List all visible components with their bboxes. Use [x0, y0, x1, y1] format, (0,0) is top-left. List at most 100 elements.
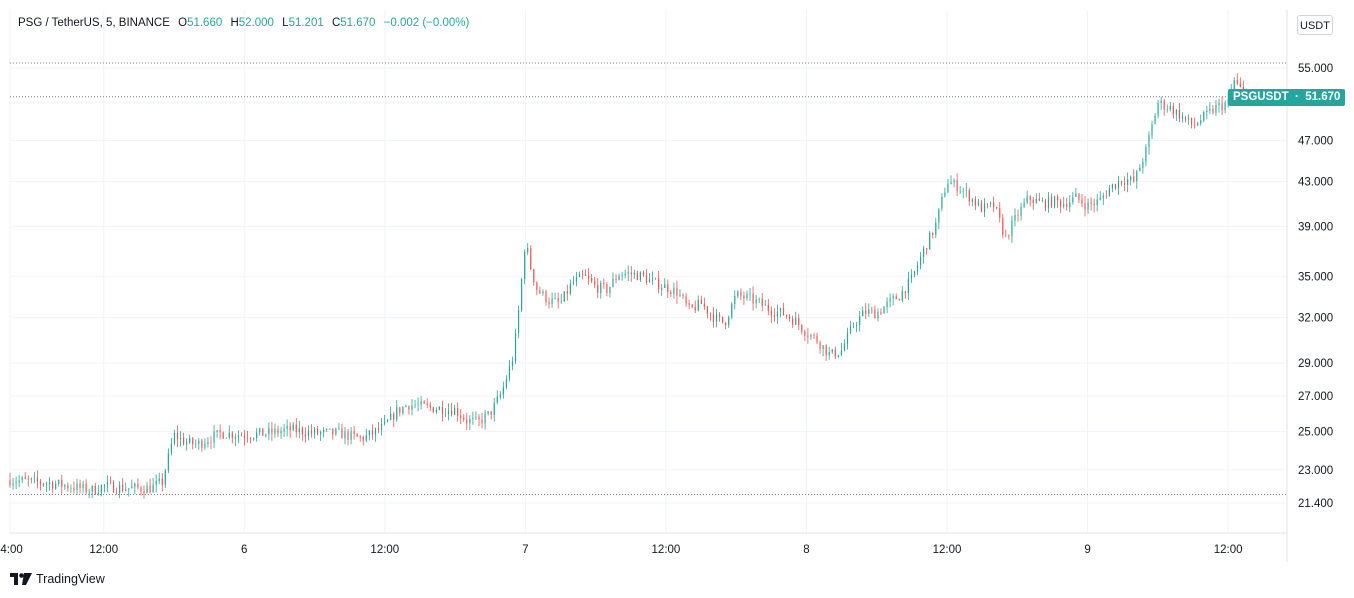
- candle: [926, 247, 928, 255]
- last-price-tag: PSGUSDT · 51.670: [1228, 89, 1346, 106]
- candle: [743, 291, 745, 305]
- candle: [597, 278, 599, 298]
- candle: [959, 186, 961, 194]
- candle: [594, 276, 596, 289]
- candle: [204, 438, 206, 450]
- symbol-title[interactable]: PSG / TetherUS, 5, BINANCE: [18, 17, 170, 29]
- candle: [1172, 102, 1174, 119]
- price-tick-label: 25.000: [1298, 426, 1333, 438]
- candle: [956, 173, 958, 197]
- candle: [192, 437, 194, 450]
- candle: [182, 432, 185, 446]
- candle: [353, 425, 355, 440]
- candle: [530, 245, 532, 271]
- candle: [256, 428, 258, 442]
- candle: [755, 295, 757, 309]
- candle: [179, 431, 182, 447]
- candle: [45, 481, 48, 493]
- candle: [645, 269, 648, 285]
- candle: [189, 434, 191, 445]
- candle: [277, 425, 279, 438]
- candle: [1139, 164, 1141, 172]
- candle: [152, 477, 154, 493]
- candle: [740, 288, 742, 301]
- candle: [517, 305, 520, 339]
- candle: [679, 289, 681, 298]
- candle: [475, 411, 477, 421]
- candle: [789, 313, 791, 322]
- candle: [1157, 100, 1159, 119]
- candle: [731, 302, 733, 320]
- candle: [1063, 196, 1065, 209]
- candle: [1099, 191, 1101, 201]
- candle: [338, 423, 340, 431]
- candle: [557, 292, 559, 309]
- candle: [1029, 195, 1031, 207]
- candle: [103, 484, 106, 493]
- price-tag-separator: ·: [1291, 91, 1303, 103]
- candle: [944, 187, 946, 198]
- candle: [265, 433, 267, 438]
- candle: [457, 402, 459, 422]
- candle: [259, 427, 261, 436]
- candle: [332, 428, 334, 440]
- price-tick-label: 32.000: [1298, 313, 1333, 325]
- candle: [237, 430, 240, 444]
- candle: [718, 312, 721, 322]
- candle: [109, 476, 112, 485]
- candle: [910, 269, 913, 283]
- price-tick-label: 21.400: [1298, 498, 1333, 510]
- candle: [341, 423, 343, 439]
- candle: [42, 482, 45, 488]
- candle: [712, 307, 715, 328]
- candle: [313, 427, 316, 439]
- candle: [600, 280, 602, 299]
- candle: [785, 314, 788, 319]
- candle: [852, 322, 855, 329]
- candle: [100, 484, 102, 497]
- candle: [173, 429, 176, 446]
- candle: [137, 478, 139, 490]
- open-value: 51.660: [187, 17, 223, 29]
- candle: [618, 273, 620, 281]
- symbol-legend: PSG / TetherUS, 5, BINANCE O51.660 H52.0…: [18, 17, 469, 29]
- candle: [402, 405, 404, 416]
- candle: [782, 302, 785, 316]
- candle: [496, 390, 498, 405]
- close-value: 51.670: [340, 17, 376, 29]
- candle: [164, 468, 166, 488]
- candle: [615, 274, 617, 284]
- candle: [246, 430, 249, 443]
- candle: [350, 427, 352, 445]
- candle: [106, 475, 109, 493]
- candle: [411, 399, 413, 416]
- candle: [874, 305, 876, 319]
- candle: [447, 403, 450, 421]
- candle: [466, 412, 468, 430]
- candle: [61, 474, 63, 494]
- tradingview-logo[interactable]: TradingView: [10, 572, 105, 586]
- candle: [253, 437, 255, 441]
- candle: [122, 478, 124, 493]
- candle: [996, 206, 998, 210]
- candle: [377, 422, 380, 434]
- candle: [368, 430, 370, 441]
- candle: [387, 418, 389, 423]
- currency-button[interactable]: USDT: [1297, 15, 1333, 35]
- candle: [1154, 112, 1156, 125]
- candle: [892, 293, 894, 306]
- candle: [980, 199, 983, 213]
- candle: [1187, 114, 1190, 125]
- candle: [1206, 105, 1208, 120]
- candle: [554, 292, 556, 300]
- candle: [758, 297, 760, 304]
- time-axis-labels: :4:00 12:00 6 12:00 7 12:00 8 12:00 9 12:00: [0, 544, 1243, 556]
- price-axis-labels: 21.400 23.000 25.000 27.000 29.000 32.000 35.0…: [1298, 63, 1333, 510]
- candle: [1136, 169, 1138, 189]
- candle: [1026, 190, 1028, 205]
- time-tick-label: :4:00: [0, 544, 23, 556]
- candle: [64, 483, 66, 490]
- candle: [703, 297, 705, 310]
- candle: [563, 291, 565, 303]
